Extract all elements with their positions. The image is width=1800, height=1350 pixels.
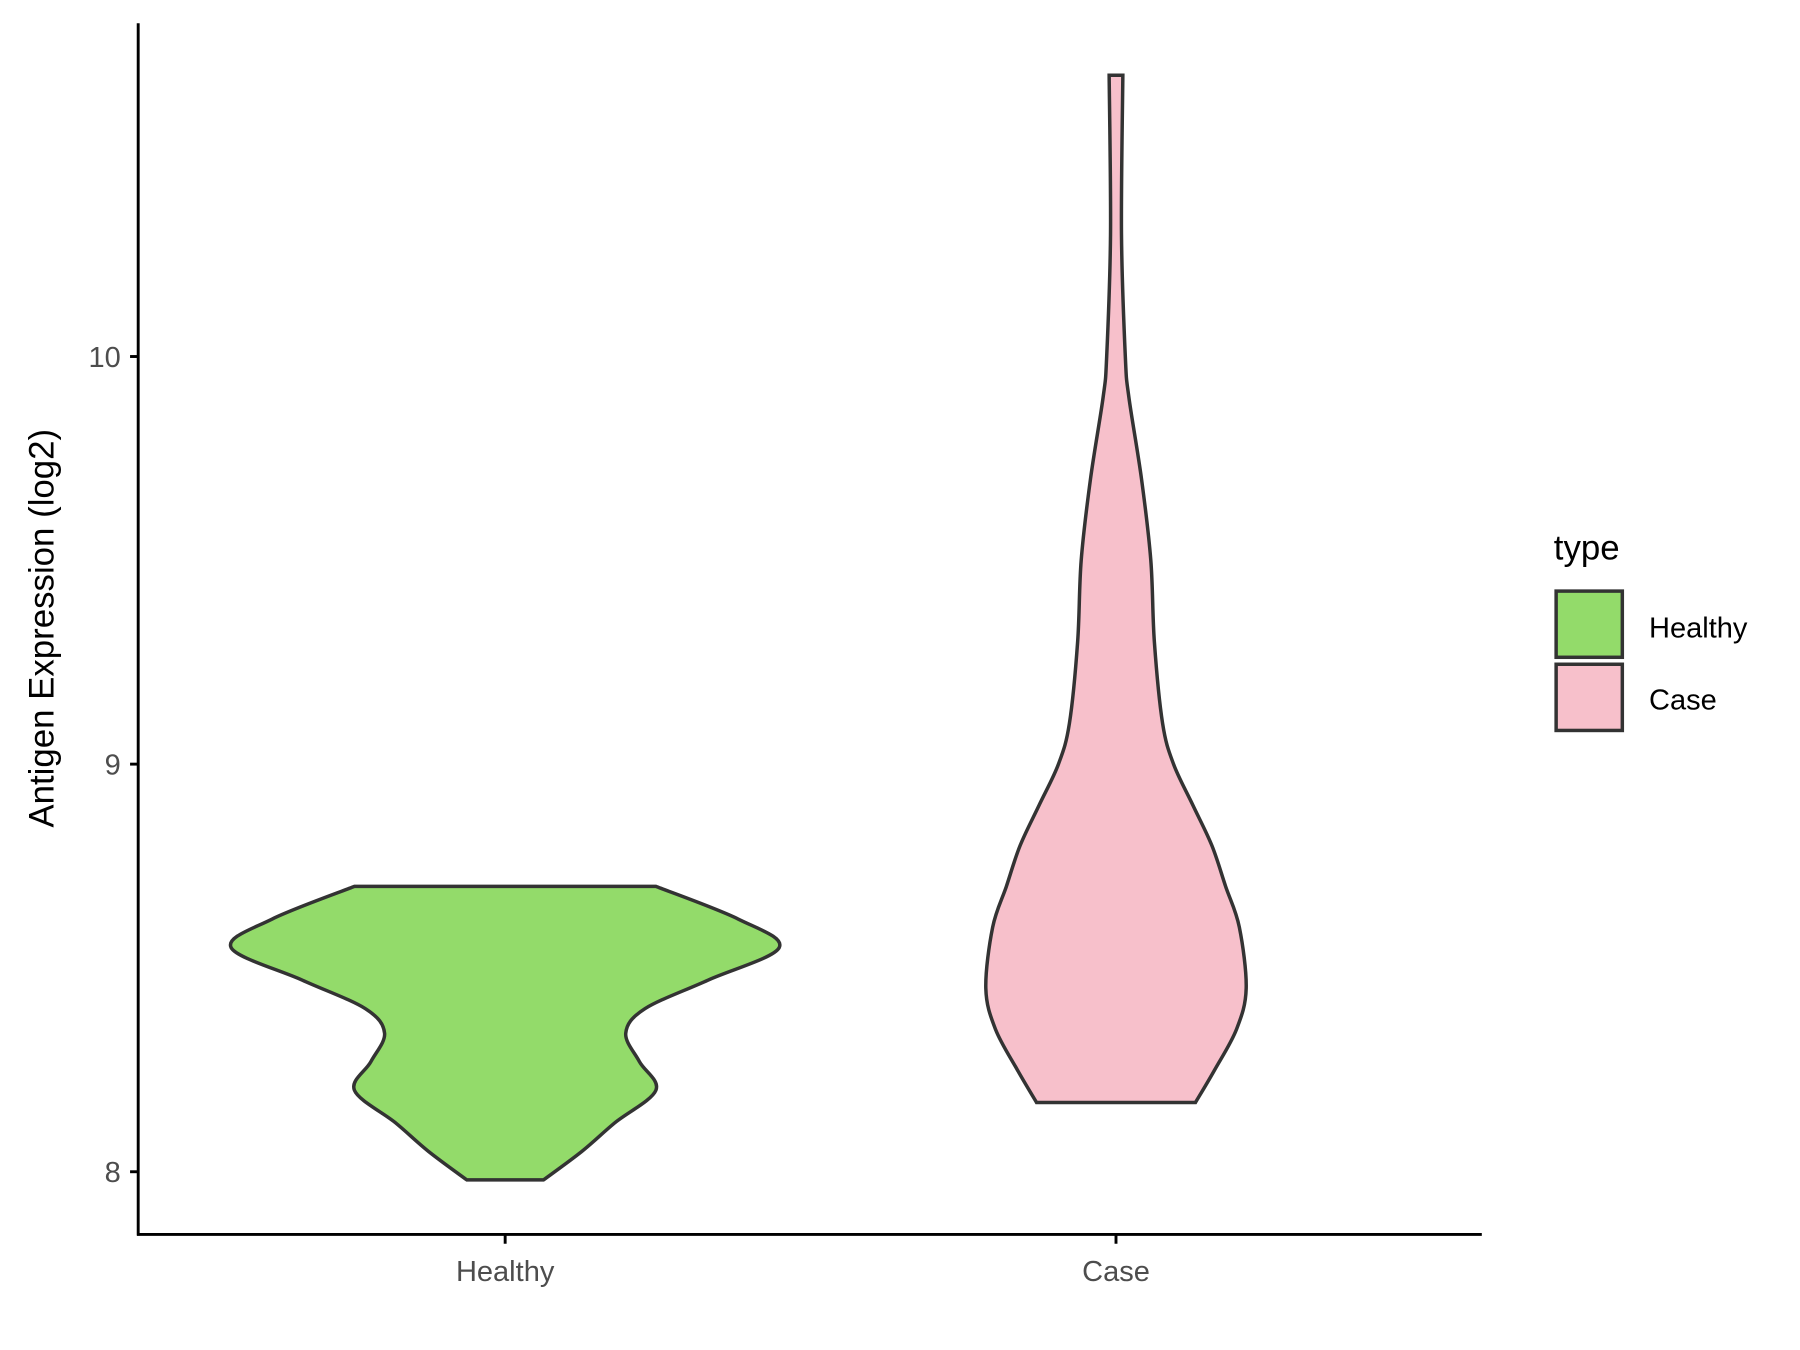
y-tick-label: 9 (105, 750, 121, 782)
legend-label-case: Case (1649, 685, 1717, 717)
violins (228, 73, 1248, 1182)
x-ticks: Healthy Case (456, 1234, 1150, 1288)
legend: type Healthy Case (1554, 529, 1748, 733)
violin-case (984, 73, 1248, 1105)
y-ticks: 8 9 10 (88, 342, 139, 1189)
y-tick-label: 8 (105, 1157, 121, 1189)
y-tick-label: 10 (88, 342, 120, 374)
violin-healthy (228, 884, 782, 1182)
x-tick-label: Healthy (456, 1256, 555, 1288)
y-axis-label: Antigen Expression (log2) (22, 429, 61, 828)
legend-title: type (1554, 529, 1620, 568)
x-tick-label: Case (1082, 1256, 1150, 1288)
legend-label-healthy: Healthy (1649, 613, 1748, 645)
legend-swatch-case (1554, 662, 1625, 733)
legend-swatch-healthy (1554, 589, 1625, 660)
